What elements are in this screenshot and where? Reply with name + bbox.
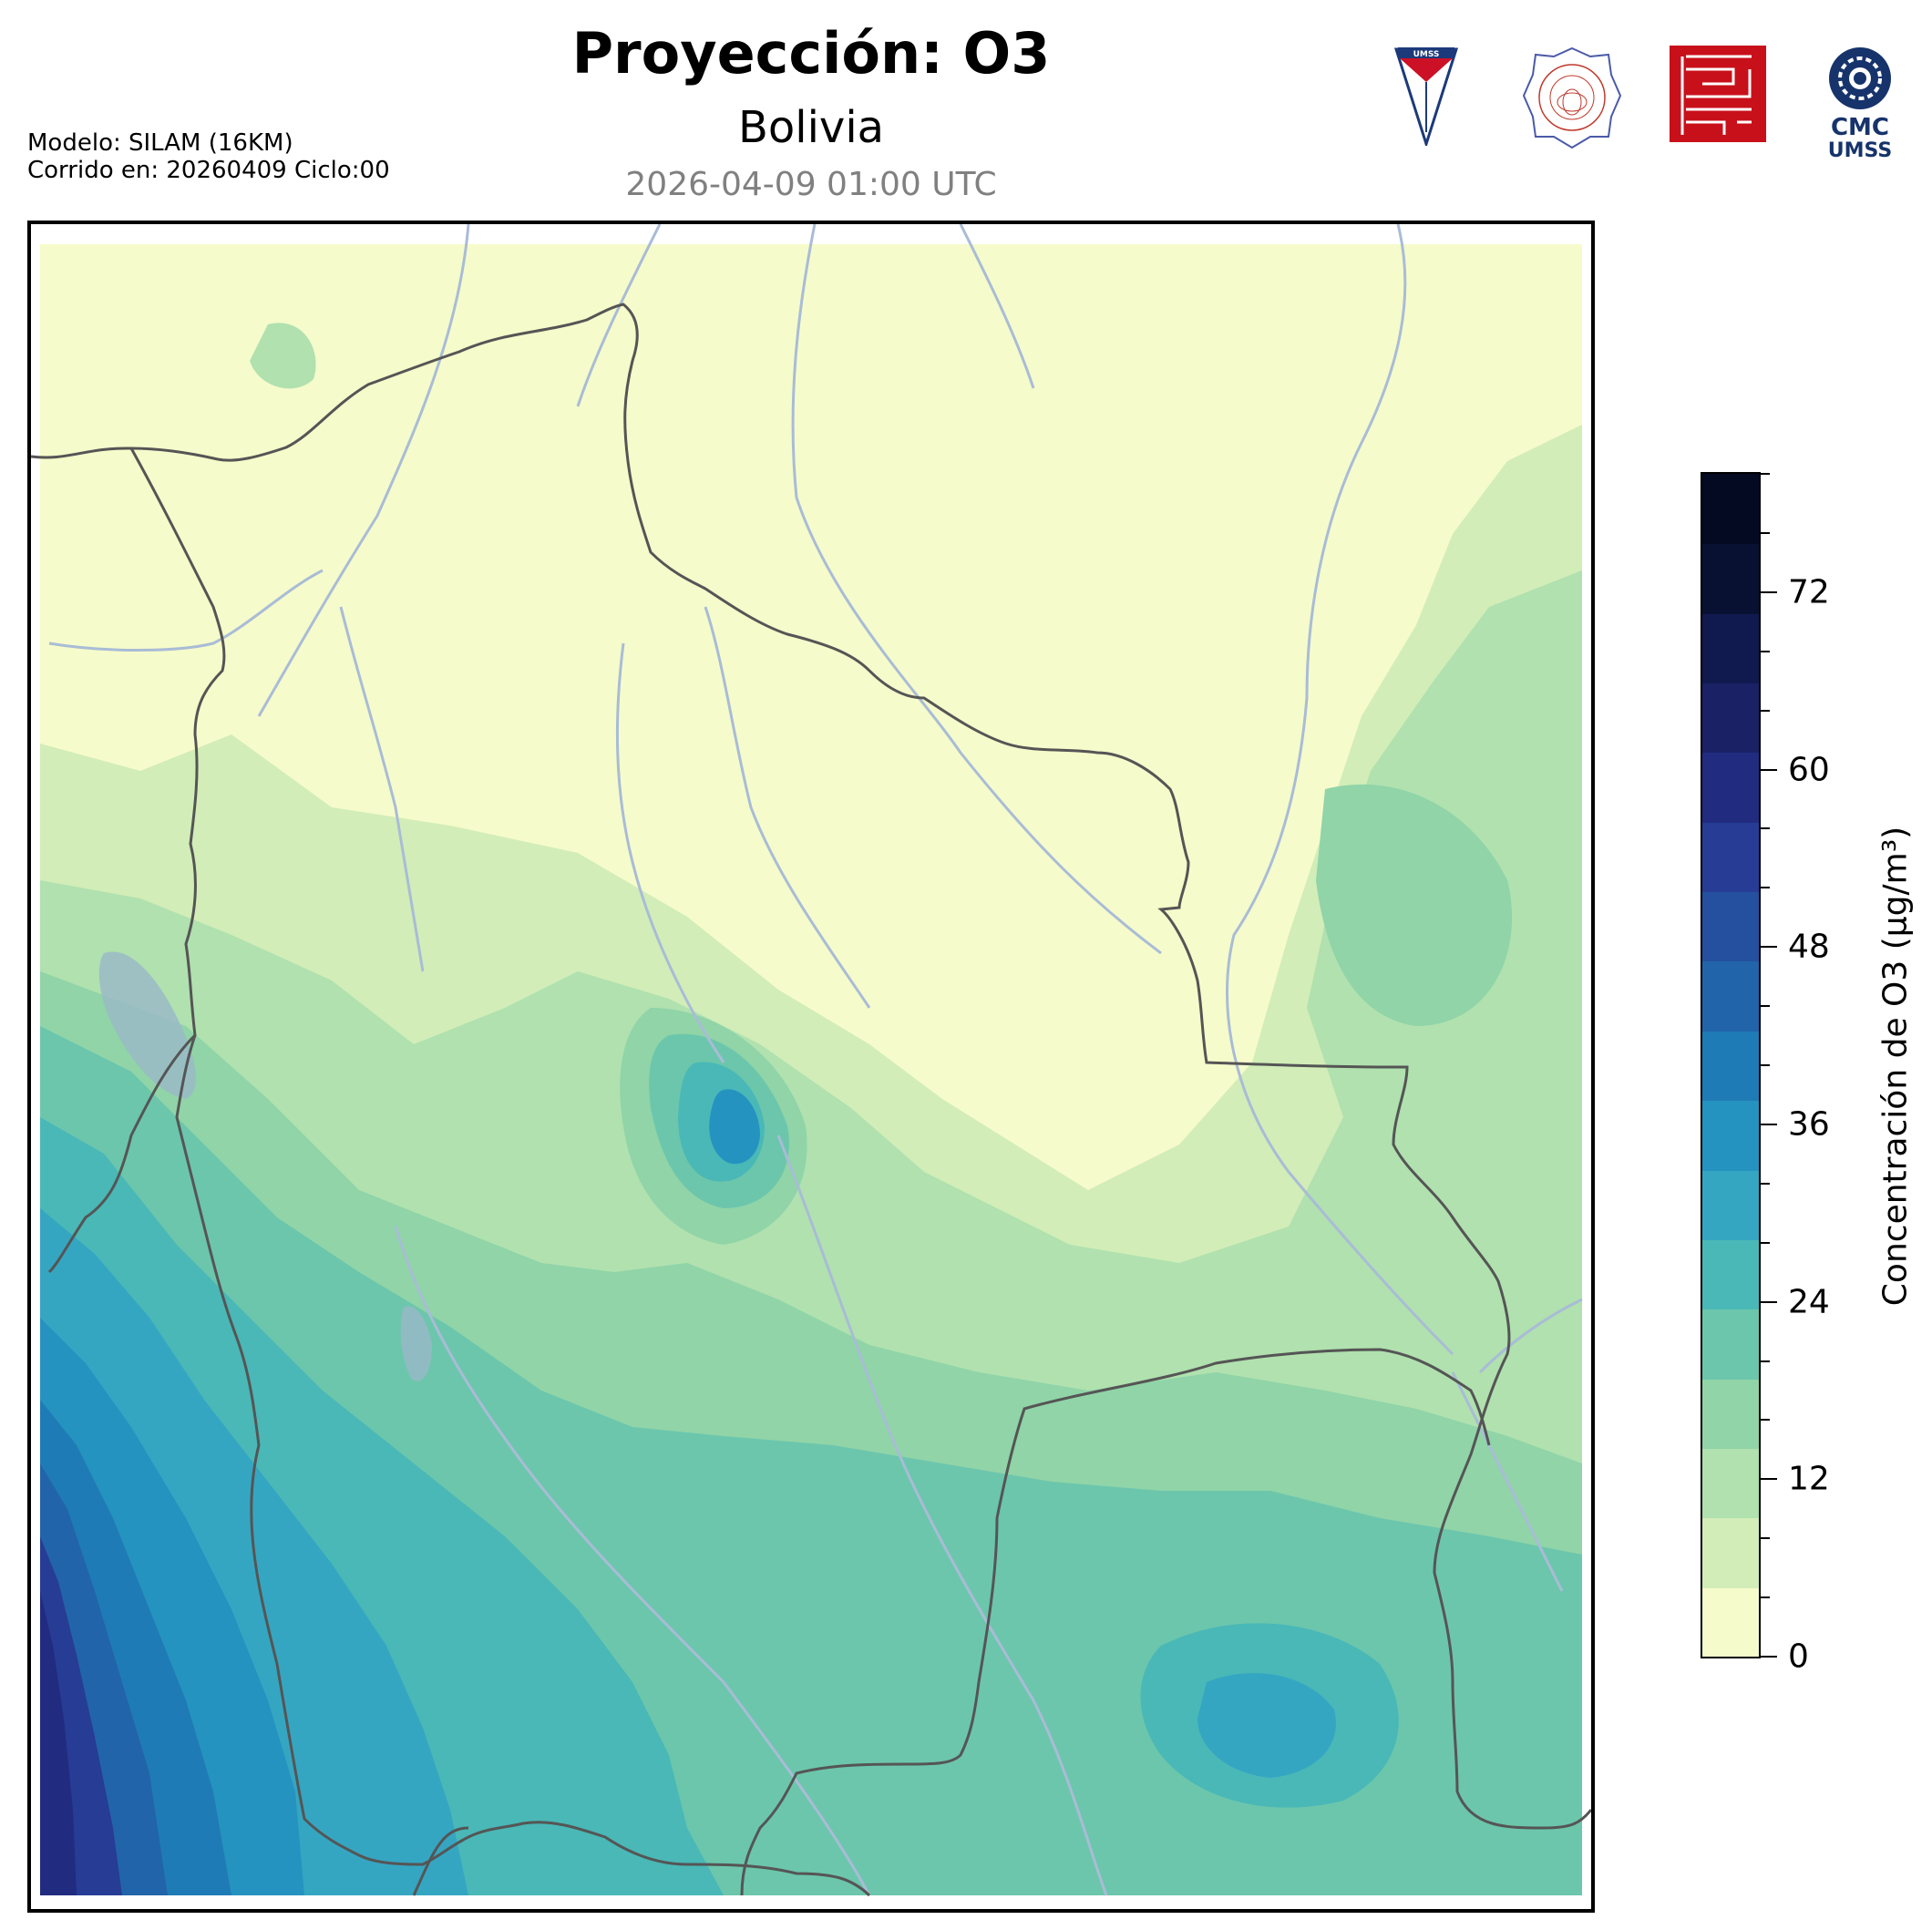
contour-level-6b (1197, 1673, 1336, 1778)
svg-text:UMSS: UMSS (1413, 50, 1440, 59)
colorbar-minor-tick (1761, 887, 1770, 889)
river-line (394, 1226, 871, 1896)
ozone-contour-map (31, 224, 1591, 1909)
contour-level-2b (250, 323, 316, 389)
page-title: Proyección: O3 (571, 20, 1051, 87)
colorbar-minor-tick (1761, 1182, 1770, 1185)
colorbar-minor-tick (1761, 709, 1770, 712)
contour-level-7b (709, 1089, 760, 1165)
colorbar-segment (1702, 1030, 1759, 1102)
colorbar-tick-label: 72 (1788, 573, 1830, 611)
colorbar-segment (1702, 1169, 1759, 1240)
colorbar-tick-label: 0 (1788, 1637, 1809, 1676)
colorbar-major-tick (1761, 1123, 1777, 1125)
institution-logos: UMSS CMC UMSS (1394, 46, 1905, 159)
colorbar-minor-tick (1761, 473, 1770, 475)
colorbar-minor-tick (1761, 827, 1770, 830)
colorbar-major-tick (1761, 768, 1777, 771)
colorbar-tick-label: 48 (1788, 928, 1830, 966)
river-line (704, 606, 871, 1009)
model-info: Modelo: SILAM (16KM) Corrido en: 2026040… (27, 129, 390, 184)
border-line (412, 1826, 469, 1896)
model-name-text: Modelo: SILAM (16KM) (27, 129, 293, 157)
colorbar-major-tick (1761, 590, 1777, 593)
cmc-umss-logo: CMC UMSS (1828, 47, 1892, 159)
colorbar-segment (1702, 752, 1759, 823)
lake-poopo (400, 1306, 432, 1381)
colorbar-segment (1702, 1586, 1759, 1657)
colorbar-minor-tick (1761, 1596, 1770, 1599)
river-line (1451, 1371, 1564, 1592)
colorbar-tick-label: 60 (1788, 751, 1830, 788)
colorbar-major-tick (1761, 1300, 1777, 1303)
colorbar-segment (1702, 821, 1759, 893)
colorbar (1701, 472, 1761, 1658)
river-line (959, 224, 1035, 389)
river-line (1478, 1298, 1583, 1374)
colorbar-minor-tick (1761, 1005, 1770, 1008)
colorbar-segment (1702, 960, 1759, 1032)
contour-level-11 (40, 1591, 77, 1895)
river-line (257, 224, 470, 717)
border-line (740, 1681, 981, 1896)
colorbar-segment (1702, 1378, 1759, 1449)
border-line (47, 447, 226, 1274)
border-line (31, 303, 1591, 1830)
colorbar-segment (1702, 1447, 1759, 1519)
umss-logo-text: UMSS (1828, 139, 1892, 159)
colorbar-label: Concentración de O3 (µg/m³) (1876, 826, 1915, 1307)
colorbar-tick-label: 12 (1788, 1460, 1830, 1498)
river-line (791, 224, 1162, 955)
colorbar-tick-label: 24 (1788, 1283, 1830, 1321)
river-line (615, 642, 725, 1063)
colorbar-ticks: 0 12 24 36 48 60 72 (1761, 472, 1852, 1676)
red-maze-logo (1670, 46, 1766, 142)
colorbar-segment (1702, 474, 1759, 545)
page-subtitle: Bolivia (737, 102, 885, 153)
country-borders (31, 303, 1591, 1897)
border-line (977, 1348, 1491, 1683)
colorbar-tick-label: 36 (1788, 1105, 1830, 1144)
rivers (48, 224, 1583, 1896)
colorbar-major-tick (1761, 1656, 1777, 1658)
colorbar-minor-tick (1761, 1537, 1770, 1540)
colorbar-segment (1702, 1517, 1759, 1588)
colorbar-minor-tick (1761, 1419, 1770, 1422)
colorbar-segment (1702, 683, 1759, 754)
colorbar-segment (1702, 1238, 1759, 1310)
colorbar-segment (1702, 1100, 1759, 1171)
colorbar-minor-tick (1761, 1064, 1770, 1066)
ozone-map (27, 221, 1595, 1913)
colorbar-segment (1702, 612, 1759, 684)
river-line (776, 1134, 1108, 1896)
contour-level-3c (1316, 784, 1513, 1026)
colorbar-segment (1702, 1309, 1759, 1380)
colorbar-major-tick (1761, 1478, 1777, 1481)
run-info-text: Corrido en: 20260409 Ciclo:00 (27, 157, 390, 184)
umss-shield-logo: UMSS (1394, 47, 1458, 146)
colorbar-minor-tick (1761, 650, 1770, 652)
border-line (175, 1034, 871, 1897)
river-line (576, 224, 662, 407)
departamento-fisica-seal-logo (1522, 46, 1622, 149)
forecast-datetime: 2026-04-09 01:00 UTC (625, 166, 997, 203)
colorbar-segment (1702, 891, 1759, 962)
colorbar-minor-tick (1761, 1360, 1770, 1362)
river-line (339, 606, 425, 972)
river-line (1226, 224, 1454, 1356)
cmc-logo-text: CMC (1831, 114, 1889, 141)
colorbar-major-tick (1761, 946, 1777, 949)
colorbar-minor-tick (1761, 1241, 1770, 1244)
colorbar-minor-tick (1761, 531, 1770, 534)
colorbar-segment (1702, 543, 1759, 614)
river-line (48, 569, 324, 652)
